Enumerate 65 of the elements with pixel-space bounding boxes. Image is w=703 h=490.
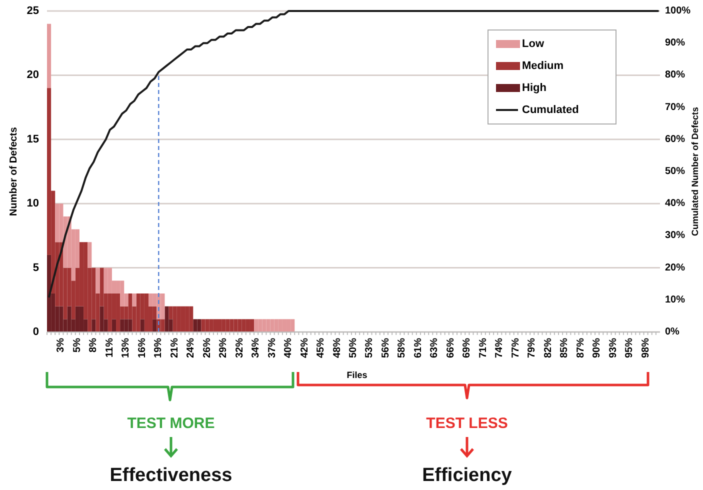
x-tick-label: 53% (364, 338, 376, 358)
legend-label: Cumulated (522, 104, 579, 116)
y2-tick-label: 80% (665, 70, 686, 81)
y2-tick-label: 60% (665, 134, 686, 145)
y-tick-label: 0 (32, 326, 39, 338)
x-tick-label: 3% (56, 338, 67, 352)
x-tick-label: 56% (380, 338, 392, 358)
text: TEST LESS (426, 415, 508, 432)
x-tick-label: 63% (429, 338, 440, 358)
x-tick-label: 16% (136, 338, 148, 358)
x-tick-label: 87% (575, 338, 586, 358)
x-tick-label: 45% (316, 338, 327, 358)
x-tick-label: 90% (592, 338, 603, 358)
x-tick-label: 79% (526, 338, 538, 358)
x-tick-label: 82% (542, 338, 554, 358)
x-tick-label: 32% (234, 338, 246, 358)
legend-label: Low (522, 38, 544, 50)
y2-tick-label: 20% (665, 262, 686, 274)
x-tick-label: 24% (186, 338, 197, 358)
y2-tick-label: 50% (665, 166, 686, 177)
y-tick-label: 25 (26, 5, 39, 17)
y2-tick-label: 90% (665, 38, 686, 49)
y2-tick-label: 10% (665, 294, 686, 306)
y-tick-label: 15 (26, 133, 39, 146)
x-tick-label: 19% (153, 338, 164, 358)
x-tick-label: 40% (283, 338, 294, 358)
x-tick-label: 61% (412, 338, 424, 358)
legend-label: Medium (522, 60, 564, 72)
x-tick-label: 85% (559, 338, 570, 358)
x-tick-label: 71% (478, 338, 489, 358)
x-tick-label: 48% (332, 338, 343, 358)
text: Effectiveness (110, 465, 232, 486)
text: TEST MORE (127, 415, 215, 432)
x-tick-label: 21% (169, 338, 180, 358)
x-tick-label: 95% (624, 338, 636, 358)
y2-tick-label: 0% (665, 326, 680, 338)
x-tick-label: 8% (88, 338, 100, 352)
x-tick-label: 42% (299, 338, 310, 358)
x-tick-label: 29% (218, 338, 230, 358)
x-tick-label: 98% (640, 338, 652, 358)
x-tick-label: 66% (445, 338, 456, 358)
text: Efficiency (422, 465, 512, 486)
x-tick-label: 50% (348, 338, 359, 358)
y2-tick-label: 40% (665, 198, 686, 210)
y-axis-title: Number of Defects (8, 126, 20, 216)
y-tick-label: 20 (26, 69, 39, 82)
x-axis-title: Files (346, 370, 368, 380)
x-tick-label: 5% (72, 338, 83, 352)
x-tick-label: 34% (250, 338, 262, 358)
x-tick-label: 93% (608, 338, 619, 358)
y2-tick-label: 100% (665, 6, 691, 16)
y2-axis-title: Cumulated Number of Defects (690, 106, 700, 236)
x-tick-label: 69% (462, 338, 473, 358)
x-tick-label: 58% (396, 338, 408, 358)
y2-tick-label: 70% (665, 102, 686, 113)
x-tick-label: 11% (104, 338, 116, 358)
x-tick-label: 37% (266, 338, 278, 358)
legend-label: High (522, 82, 547, 94)
y2-tick-label: 30% (665, 230, 686, 242)
y-tick-label: 10 (26, 198, 39, 210)
x-tick-label: 26% (202, 338, 213, 358)
y-tick-label: 5 (32, 262, 39, 274)
x-tick-label: 13% (120, 338, 132, 358)
x-tick-label: 74% (494, 338, 506, 358)
x-tick-label: 77% (510, 338, 522, 358)
